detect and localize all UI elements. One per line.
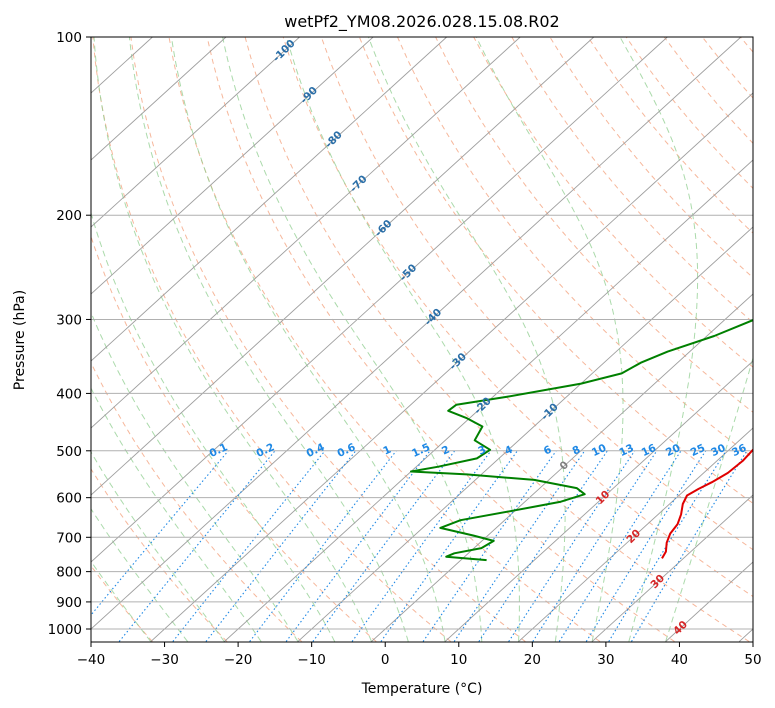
isotherm-line <box>591 494 753 642</box>
moist-adiabat-line <box>91 508 188 642</box>
mixing-ratio-line <box>558 450 682 642</box>
mixing-ratio-line <box>478 450 608 642</box>
mixing-ratio-label: 25 <box>689 442 707 459</box>
dry-adiabat-line <box>435 37 753 413</box>
mixing-ratio-label: 8 <box>571 444 583 458</box>
isotherm-line <box>91 37 300 228</box>
mixing-ratio-label: 20 <box>664 442 682 459</box>
y-tick-label: 600 <box>56 491 82 507</box>
mixing-ratio-label: 36 <box>730 442 748 459</box>
mixing-ratio-line <box>285 450 431 642</box>
dry-adiabat-line <box>92 37 452 642</box>
y-tick-label: 500 <box>56 444 82 460</box>
y-tick-label: 100 <box>56 30 82 46</box>
moist-adiabat-line <box>475 37 624 642</box>
isotherm-line <box>91 37 521 429</box>
mixing-ratio-line <box>453 450 586 642</box>
x-tick-label: −20 <box>224 652 253 668</box>
x-tick-label: 0 <box>381 652 390 668</box>
x-tick-label: −10 <box>297 652 326 668</box>
x-axis-ticks: −40 −30 −20 −10 0 10 20 30 40 50 <box>77 642 762 668</box>
y-tick-label: 900 <box>56 595 82 611</box>
mixing-ratio-line <box>118 450 276 642</box>
isotherm-line <box>91 37 374 295</box>
moist-adiabat-line <box>665 356 753 642</box>
moist-adiabat-line <box>91 560 152 642</box>
mixing-ratio-line <box>351 450 492 642</box>
moist-adiabat-line <box>286 37 520 642</box>
isotherm-line <box>518 427 753 642</box>
mixing-ratio-line <box>249 450 397 642</box>
moist-adiabat-line <box>619 37 699 642</box>
isotherm-line <box>224 159 753 642</box>
dry-adiabat-line <box>206 37 675 642</box>
mixing-ratio-line <box>172 450 326 642</box>
isotherm-line <box>444 360 753 642</box>
temperature-profile-line <box>661 448 753 559</box>
moist-adiabat-line <box>91 451 225 642</box>
moist-adiabat-line <box>222 37 483 642</box>
mixing-ratio-line <box>422 450 557 642</box>
isotherm-line <box>91 37 595 496</box>
mixing-ratio-label: 1 <box>381 444 393 458</box>
mixing-ratio-label: 4 <box>503 444 515 458</box>
dry-adiabat-line <box>91 564 153 642</box>
mixing-ratio-label: 10 <box>590 442 608 459</box>
mixing-ratio-line <box>608 450 727 642</box>
mixing-ratio-line <box>508 450 636 642</box>
mixing-ratio-line <box>91 450 229 616</box>
isotherm-line <box>150 92 753 642</box>
isotherm-line <box>91 37 227 161</box>
dry-adiabat-line <box>358 37 753 504</box>
moist-adiabat-line <box>128 37 409 642</box>
y-axis-label: Pressure (hPa) <box>12 290 28 390</box>
y-tick-label: 200 <box>56 208 82 224</box>
dry-adiabat-line <box>91 235 377 642</box>
mixing-ratio-label: 16 <box>640 442 658 459</box>
y-tick-label: 1000 <box>48 622 82 638</box>
y-axis-ticks: 100 200 300 400 500 600 700 800 900 1000 <box>48 30 91 638</box>
x-tick-label: −40 <box>77 652 106 668</box>
profile-lines <box>410 319 753 562</box>
x-tick-label: −30 <box>150 652 179 668</box>
y-tick-label: 700 <box>56 530 82 546</box>
moist-adiabat-line <box>93 37 372 642</box>
moist-adiabat-line <box>91 211 336 642</box>
mixing-ratio-line <box>380 450 518 642</box>
mixing-ratio-label: 13 <box>617 442 635 459</box>
dry-adiabat-line <box>91 467 228 642</box>
x-tick-label: 20 <box>524 652 541 668</box>
y-tick-label: 800 <box>56 565 82 581</box>
x-tick-label: 50 <box>744 652 761 668</box>
mixing-ratio-line <box>312 450 456 642</box>
chart-title: wetPf2_YM08.2026.028.15.08.R02 <box>284 12 559 32</box>
mixing-ratio-label: 2 <box>440 444 452 458</box>
moist-adiabat-line <box>170 37 446 642</box>
x-axis-label: Temperature (°C) <box>361 681 483 697</box>
isotherm-line <box>91 37 742 630</box>
x-tick-label: 30 <box>597 652 614 668</box>
mixing-ratio-label: 3 <box>476 444 488 458</box>
dry-adiabat-line <box>130 37 526 642</box>
isotherm-line <box>91 37 668 563</box>
x-tick-label: 40 <box>671 652 688 668</box>
dewpoint-profile-line <box>410 319 753 562</box>
mixing-ratio-label: 6 <box>542 444 554 458</box>
dry-adiabat-line <box>244 37 750 642</box>
plot-frame <box>90 36 754 643</box>
background-reference-lines <box>91 37 753 642</box>
isotherm-line <box>91 37 448 362</box>
dry-adiabat-line <box>473 37 753 368</box>
moist-adiabat-line <box>91 387 262 642</box>
mixing-ratio-label: 30 <box>709 442 727 459</box>
isotherm-line <box>297 226 753 642</box>
x-tick-label: 10 <box>450 652 467 668</box>
y-tick-label: 300 <box>56 312 82 328</box>
y-tick-label: 400 <box>56 386 82 402</box>
mixing-ratio-line <box>532 450 658 642</box>
